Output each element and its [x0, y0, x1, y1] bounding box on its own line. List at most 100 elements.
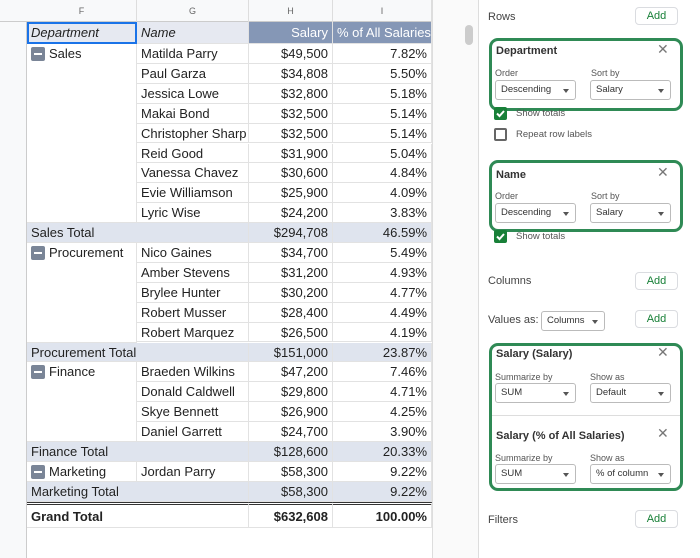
value-cell: $32,500: [249, 123, 333, 144]
name-cell: Donald Caldwell: [137, 382, 249, 403]
grand-total-value: 100.00%: [333, 501, 432, 528]
department-cell: Marketing: [27, 461, 137, 482]
name-cell: Skye Bennett: [137, 402, 249, 423]
column-letter: F: [27, 0, 137, 22]
column-header: Salary: [249, 22, 333, 44]
field-card: [489, 160, 683, 232]
add-button[interactable]: Add: [635, 7, 678, 25]
value-cell: 5.14%: [333, 103, 432, 124]
name-cell: Amber Stevens: [137, 262, 249, 283]
remove-button[interactable]: ✕: [657, 164, 669, 180]
add-button[interactable]: Add: [635, 272, 678, 290]
field-label: Summarize by: [495, 453, 553, 463]
value-cell: 3.90%: [333, 422, 432, 442]
remove-button[interactable]: ✕: [657, 41, 669, 57]
header-bar: [0, 0, 432, 22]
section-title: Rows: [488, 11, 516, 23]
add-button[interactable]: Add: [635, 310, 678, 328]
department-cell: Procurement: [27, 243, 137, 343]
value-cell: $24,700: [249, 422, 333, 442]
value-cell: $34,808: [249, 63, 333, 84]
add-button[interactable]: Add: [635, 510, 678, 528]
field-card: [489, 38, 683, 111]
remove-button[interactable]: ✕: [657, 344, 669, 360]
name-cell: Jordan Parry: [137, 461, 249, 482]
total-value: $58,300: [249, 481, 333, 502]
value-cell: 5.50%: [333, 63, 432, 84]
scroll-thumb: [465, 25, 473, 45]
value-cell: $25,900: [249, 183, 333, 204]
total-value: $151,000: [249, 342, 333, 363]
value-cell: 5.04%: [333, 143, 432, 164]
name-cell: Robert Musser: [137, 302, 249, 323]
value-cell: 3.83%: [333, 203, 432, 224]
value-cell: 7.82%: [333, 44, 432, 64]
dropdown[interactable]: Salary: [590, 80, 671, 100]
name-cell: Robert Marquez: [137, 322, 249, 343]
name-cell: Reid Good: [137, 143, 249, 164]
name-cell: Braeden Wilkins: [137, 362, 249, 383]
name-cell: Matilda Parry: [137, 44, 249, 64]
total-label: Marketing Total: [27, 481, 249, 502]
field-label: Show as: [590, 372, 625, 382]
column-header: Name: [137, 22, 249, 44]
selected-cell: [27, 22, 137, 44]
minus-icon: [34, 371, 42, 374]
name-cell: Paul Garza: [137, 63, 249, 84]
value-cell: 4.49%: [333, 302, 432, 323]
dropdown[interactable]: Salary: [590, 203, 671, 223]
value-cell: $30,200: [249, 282, 333, 303]
total-label: Procurement Total: [27, 342, 249, 363]
total-value: 20.33%: [333, 442, 432, 462]
department-cell: Sales: [27, 44, 137, 224]
total-value: $294,708: [249, 223, 333, 243]
checkbox[interactable]: [494, 128, 507, 141]
checkbox[interactable]: [494, 107, 507, 120]
value-cell: $31,200: [249, 262, 333, 283]
checkbox-label: Repeat row labels: [516, 129, 593, 140]
dropdown[interactable]: Descending: [495, 203, 576, 223]
name-cell: Evie Williamson: [137, 183, 249, 204]
minus-icon: [34, 252, 42, 254]
total-value: $128,600: [249, 442, 333, 462]
field-name: Salary (% of All Salaries): [496, 430, 625, 442]
value-cell: $28,400: [249, 302, 333, 323]
minus-icon: [34, 53, 42, 55]
dropdown[interactable]: Columns: [541, 311, 605, 331]
value-cell: $30,600: [249, 163, 333, 184]
grand-total-value: $632,608: [249, 501, 333, 528]
dropdown[interactable]: SUM: [495, 464, 576, 484]
divider: [492, 415, 680, 416]
pivot-editor: Rows Add Department ✕ Order Sort by Desc…: [478, 0, 700, 558]
value-cell: 9.22%: [333, 461, 432, 482]
field-label: Sort by: [591, 191, 620, 201]
total-value: 9.22%: [333, 481, 432, 502]
value-cell: $24,200: [249, 203, 333, 224]
value-cell: $31,900: [249, 143, 333, 164]
minus-icon: [34, 470, 42, 473]
value-cell: $49,500: [249, 44, 333, 64]
dropdown[interactable]: Default: [590, 383, 671, 403]
column-header: % of All Salaries: [333, 22, 432, 44]
name-cell: Daniel Garrett: [137, 422, 249, 442]
section-title: Columns: [488, 275, 532, 287]
total-value: 46.59%: [333, 223, 432, 243]
checkbox-label: Show totals: [516, 108, 566, 119]
name-cell: Lyric Wise: [137, 203, 249, 224]
dropdown[interactable]: SUM: [495, 383, 576, 403]
field-label: Sort by: [591, 68, 620, 78]
field-label: Order: [495, 68, 519, 78]
value-cell: $32,500: [249, 103, 333, 124]
value-cell: 4.71%: [333, 382, 432, 403]
section-title: Filters: [488, 514, 518, 526]
dropdown[interactable]: % of column: [590, 464, 671, 484]
checkbox[interactable]: [494, 230, 507, 243]
value-cell: 4.84%: [333, 163, 432, 184]
grand-total-label: Grand Total: [27, 501, 249, 528]
value-cell: $26,900: [249, 402, 333, 423]
section-title: Values as:: [488, 314, 539, 326]
remove-button[interactable]: ✕: [657, 425, 669, 441]
value-cell: $34,700: [249, 243, 333, 263]
dropdown[interactable]: Descending: [495, 80, 576, 100]
